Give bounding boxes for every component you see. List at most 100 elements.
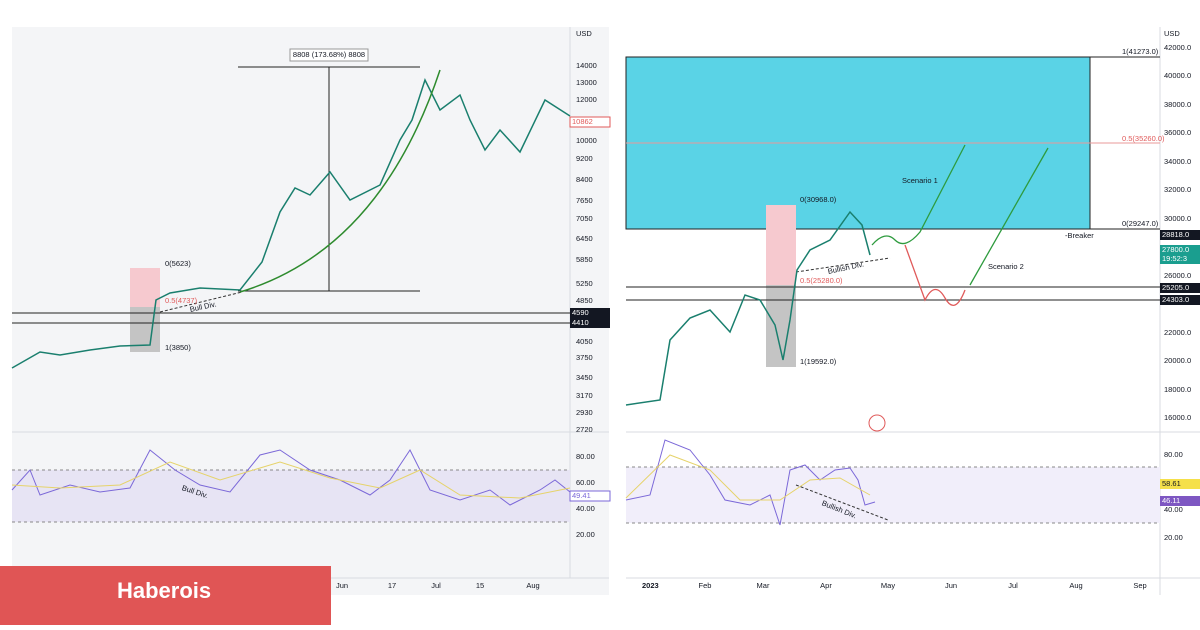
x-tick-label: 2023: [642, 581, 659, 590]
y-tick-label: 16000.0: [1164, 413, 1191, 422]
price-tag: 58.61: [1162, 479, 1181, 488]
price-tag: 19:52:3: [1162, 254, 1187, 263]
rsi-tick-label: 40.00: [1164, 505, 1183, 514]
y-tick-label: 32000.0: [1164, 185, 1191, 194]
y-tick-label: 10000: [576, 136, 597, 145]
x-tick-label: 15: [476, 581, 484, 590]
fib-box: [130, 268, 160, 307]
fib-box: [766, 205, 796, 285]
rsi-line: [11, 449, 571, 506]
watermark-bar: [0, 566, 331, 625]
watermark: Haberois: [117, 578, 211, 603]
y-tick-label: 3450: [576, 373, 593, 382]
price-tag-bg: [1160, 496, 1200, 506]
price-tag: 10862: [572, 117, 593, 126]
y-tick-label: 5850: [576, 255, 593, 264]
price-tag-bg: [570, 308, 610, 318]
price-tag: 27800.0: [1162, 245, 1189, 254]
y-tick-label: 8400: [576, 175, 593, 184]
x-tick-label: Aug: [526, 581, 539, 590]
x-tick-label: May: [881, 581, 895, 590]
div-line: [795, 257, 891, 273]
price-tag-bg: [570, 318, 610, 328]
y-tick-label: 13000: [576, 78, 597, 87]
price-tag-bg: [1160, 254, 1200, 264]
price-tag-bg: [1160, 479, 1200, 489]
y-tick-label: 14000: [576, 61, 597, 70]
y-tick-label: 5250: [576, 279, 593, 288]
currency: USD: [576, 29, 592, 38]
price-tag-bg: [1160, 283, 1200, 293]
y-tick-label: 2720: [576, 425, 593, 434]
div-line: [159, 291, 243, 313]
price-tag-bg: [1160, 230, 1200, 240]
scenario-label: Scenario 2: [988, 262, 1024, 271]
y-tick-label: 4850: [576, 296, 593, 305]
fib-label: 0.5(35260.0): [1122, 134, 1165, 143]
rsi-tick-label: 80.00: [576, 452, 595, 461]
fib-label: 0(5623): [165, 259, 191, 268]
y-tick-label: 9200: [576, 154, 593, 163]
fib-label: 1(3850): [165, 343, 191, 352]
breaker-label: -Breaker: [1065, 231, 1094, 240]
y-tick-label: 40000.0: [1164, 71, 1191, 80]
measure-box: [289, 48, 369, 62]
rsi-tick-label: 20.00: [576, 530, 595, 539]
y-tick-label: 26000.0: [1164, 271, 1191, 280]
fib-box: [766, 285, 796, 367]
y-tick-label: 3170: [576, 391, 593, 400]
trend-curve: [239, 69, 441, 293]
x-tick-label: Jun: [945, 581, 957, 590]
y-tick-label: 20000.0: [1164, 356, 1191, 365]
x-tick-label: 17: [388, 581, 396, 590]
scenario-2-down: [904, 244, 966, 306]
x-tick-label: Apr: [820, 581, 832, 590]
y-tick-label: 30000.0: [1164, 214, 1191, 223]
rsi-tick-label: 80.00: [1164, 450, 1183, 459]
rsi-tick-label: 60.00: [576, 478, 595, 487]
price-tag: 4410: [572, 318, 589, 327]
price-tag-bg: [1160, 295, 1200, 305]
y-tick-label: 2930: [576, 408, 593, 417]
x-tick-label: Feb: [699, 581, 712, 590]
y-tick-label: 22000.0: [1164, 328, 1191, 337]
y-tick-label: 34000.0: [1164, 157, 1191, 166]
x-tick-label: Sep: [1133, 581, 1146, 590]
y-tick-label: 12000: [576, 95, 597, 104]
scenario-label: Scenario 1: [902, 176, 938, 185]
div-line: [795, 484, 889, 521]
fib-label: 1(19592.0): [800, 357, 837, 366]
fib-label: 0.5(4737): [165, 296, 198, 305]
currency: USD: [1164, 29, 1180, 38]
x-tick-label: Mar: [757, 581, 770, 590]
fib-label: 0.5(25280.0): [800, 276, 843, 285]
axis-labels: 14000 13000 12000 10000 9200 8400 7650 7050 6450…: [48, 43, 1200, 590]
fib-label: 1(41273.0): [1122, 47, 1159, 56]
fib-label: 0(29247.0): [1122, 219, 1159, 228]
price-tag: 28818.0: [1162, 230, 1189, 239]
rsi-ma: [11, 461, 571, 499]
rsi-ma: [625, 454, 871, 501]
y-tick-label: 3750: [576, 353, 593, 362]
rsi-band: [626, 467, 1160, 523]
price-line: [625, 210, 871, 406]
y-tick-label: 36000.0: [1164, 128, 1191, 137]
price-tag: 25205.0: [1162, 283, 1189, 292]
y-tick-label: 7050: [576, 214, 593, 223]
price-tag: 49.41: [572, 491, 591, 500]
rsi-tick-label: 40.00: [576, 504, 595, 513]
x-tick-label: Aug: [1069, 581, 1082, 590]
x-tick-label: Jul: [1008, 581, 1018, 590]
event-icon: [868, 414, 886, 432]
y-tick-label: 18000.0: [1164, 385, 1191, 394]
price-tag: 46.11: [1162, 496, 1180, 505]
scenario-2-up: [969, 147, 1049, 286]
price-tag-bg: [569, 490, 611, 502]
y-tick-label: 6450: [576, 234, 593, 243]
x-tick-label: Jul: [431, 581, 441, 590]
price-tag-bg: [1160, 245, 1200, 255]
measure-label: 8808 (173.68%) 8808: [293, 50, 365, 59]
y-tick-label: 42000.0: [1164, 43, 1191, 52]
rsi-line: [625, 439, 876, 526]
